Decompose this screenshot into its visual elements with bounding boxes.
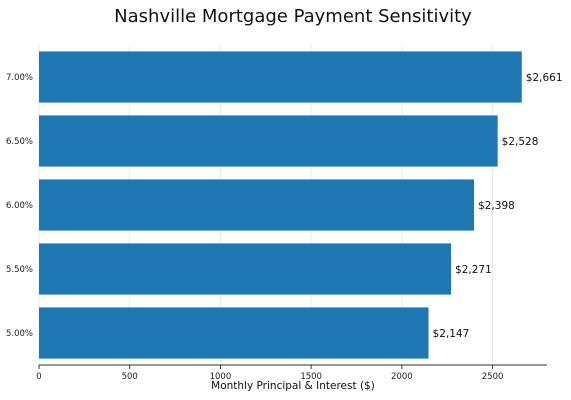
x-tick-label: 2500 bbox=[482, 372, 504, 382]
x-tick-label: 1000 bbox=[210, 372, 232, 382]
axes: 5.00% 5.50% 6.00% 6.50% 7.00% 0 500 1000 1500 200… bbox=[6, 73, 547, 382]
bar-600 bbox=[39, 179, 475, 231]
chart-title: Nashville Mortgage Payment Sensitivity bbox=[114, 6, 472, 27]
y-tick-label: 5.00% bbox=[6, 329, 33, 339]
x-tick-label: 0 bbox=[36, 372, 41, 382]
bar-650 bbox=[39, 115, 498, 167]
data-label: $2,528 bbox=[502, 136, 539, 148]
x-tick-label: 1500 bbox=[300, 372, 322, 382]
data-label: $2,147 bbox=[433, 328, 470, 340]
y-tick-label: 6.00% bbox=[6, 201, 33, 211]
data-label: $2,398 bbox=[478, 200, 515, 212]
data-label: $2,661 bbox=[526, 72, 563, 84]
x-axis-label: Monthly Principal & Interest ($) bbox=[211, 380, 375, 392]
bars: $2,147 $2,271 $2,398 $2,528 $2,661 bbox=[39, 51, 563, 359]
x-tick-label: 500 bbox=[122, 372, 138, 382]
x-tick-label: 2000 bbox=[391, 372, 413, 382]
bar-700 bbox=[39, 51, 522, 103]
bar-500 bbox=[39, 307, 429, 359]
bar-550 bbox=[39, 243, 452, 295]
data-label: $2,271 bbox=[455, 264, 492, 276]
y-tick-label: 6.50% bbox=[6, 137, 33, 147]
y-tick-label: 5.50% bbox=[6, 265, 33, 275]
y-tick-label: 7.00% bbox=[6, 73, 33, 83]
